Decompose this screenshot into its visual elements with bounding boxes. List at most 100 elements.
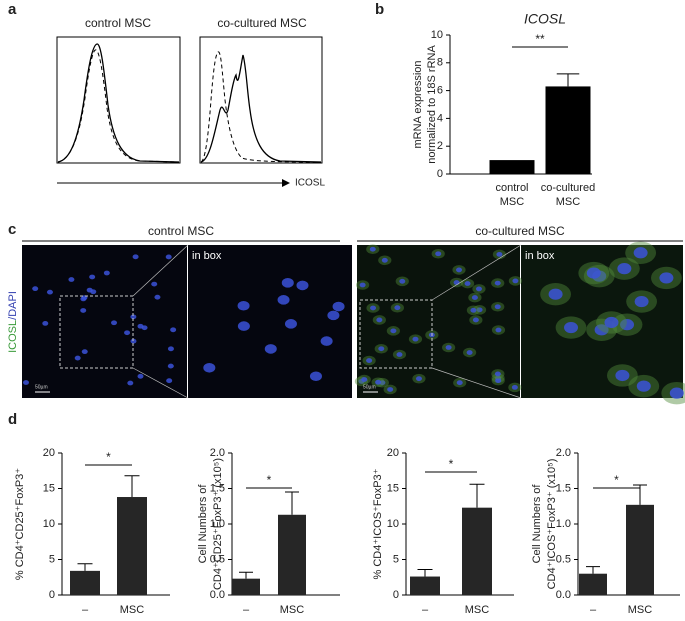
nucleus [464, 281, 471, 286]
y-tick-label: 0.0 [556, 589, 571, 601]
error-bar [239, 571, 253, 579]
bar [70, 570, 100, 595]
nucleus [375, 379, 382, 385]
nucleus [390, 328, 397, 334]
nucleus [320, 336, 333, 346]
zoom-box [359, 299, 433, 369]
y-tick-label: 5 [393, 553, 399, 565]
nucleus [167, 363, 174, 369]
y-tick-label: 1.0 [210, 518, 225, 530]
significance-label: * [449, 457, 454, 471]
nucleus [633, 247, 648, 259]
nucleus [512, 278, 519, 284]
panel-label: c [8, 221, 16, 238]
nucleus [456, 380, 463, 386]
bar [462, 507, 492, 595]
scale-bar-label: 50µm [35, 384, 48, 390]
nucleus [445, 345, 452, 350]
panel-label: a [8, 1, 17, 18]
nucleus [617, 263, 632, 275]
nucleus [636, 380, 651, 392]
nucleus [137, 373, 144, 379]
y-tick-label: 10 [43, 518, 55, 530]
zoom-line [132, 367, 189, 399]
x-tick-label: – [422, 604, 429, 616]
panel-label: d [8, 411, 17, 428]
image-group-title: control MSC [148, 224, 214, 238]
y-tick-label: 10 [431, 29, 443, 41]
nucleus [32, 286, 39, 292]
y-tick-label: 0 [49, 589, 55, 601]
nucleus [369, 246, 376, 252]
nucleus [81, 349, 88, 355]
nucleus [23, 380, 30, 385]
nucleus [378, 346, 385, 352]
nucleus [376, 317, 383, 323]
nucleus [127, 380, 134, 386]
inset-label: in box [525, 250, 555, 262]
nucleus [381, 257, 388, 263]
x-tick-label: MSC [120, 604, 145, 616]
panel-label: b [375, 1, 384, 18]
scale-bar-label: 50µm [363, 384, 376, 390]
y-tick-label: 0.5 [556, 553, 571, 565]
nucleus [141, 325, 148, 331]
x-tick-label-line: co-cultured [541, 182, 595, 194]
nucleus [237, 321, 250, 331]
stain-green: ICOSL [7, 320, 19, 353]
bar [232, 578, 260, 595]
x-tick-label: MSC [280, 604, 305, 616]
nucleus [86, 287, 93, 293]
x-tick-label-line: MSC [500, 196, 525, 208]
nucleus [394, 305, 401, 311]
nucleus [634, 295, 649, 308]
error-bar [285, 491, 299, 515]
y-tick-label: 20 [387, 447, 399, 459]
y-tick-label: 2.0 [210, 447, 225, 459]
nucleus [435, 251, 442, 257]
bar [278, 514, 306, 595]
y-tick-label: 5 [49, 553, 55, 565]
micrograph [357, 245, 520, 398]
nucleus [165, 254, 172, 260]
nucleus [130, 338, 137, 344]
arrow-head [282, 179, 290, 187]
nucleus [130, 314, 137, 320]
x-tick-label: control MSC [495, 182, 528, 208]
x-tick-label-line: MSC [556, 196, 581, 208]
significance-label: * [106, 450, 111, 464]
histogram-curve [57, 43, 180, 163]
nucleus [415, 376, 422, 382]
nucleus [89, 274, 96, 280]
nucleus [476, 307, 483, 313]
significance-label: * [267, 473, 272, 487]
nucleus [586, 267, 601, 279]
nucleus [167, 346, 174, 352]
x-tick-label: – [590, 604, 597, 616]
axis-label: ICOSL [295, 178, 325, 189]
nucleus [361, 377, 368, 382]
y-tick-label: 0 [437, 168, 443, 180]
nucleus [132, 254, 139, 260]
y-axis-label: % CD4⁺ICOS⁺FoxP3⁺ [372, 468, 384, 579]
nucleus [456, 267, 463, 273]
nucleus [396, 352, 403, 357]
nucleus [309, 371, 322, 382]
x-tick-label: – [243, 604, 250, 616]
x-tick-label: MSC [465, 604, 490, 616]
bar [579, 573, 607, 595]
nucleus [370, 305, 377, 311]
y-tick-label: 2.0 [556, 447, 571, 459]
y-axis-label: % CD4⁺CD25⁺FoxP3⁺ [14, 468, 26, 580]
histogram-frame [56, 36, 181, 164]
zoom-box [59, 295, 134, 369]
y-axis-label: mRNA expression [412, 60, 424, 148]
nucleus [284, 319, 297, 329]
nucleus [277, 295, 290, 305]
y-tick-label: 15 [43, 482, 55, 494]
micrograph [188, 245, 352, 398]
histogram-curve [200, 51, 322, 163]
nucleus [548, 288, 563, 300]
histogram-title: control MSC [85, 16, 151, 30]
